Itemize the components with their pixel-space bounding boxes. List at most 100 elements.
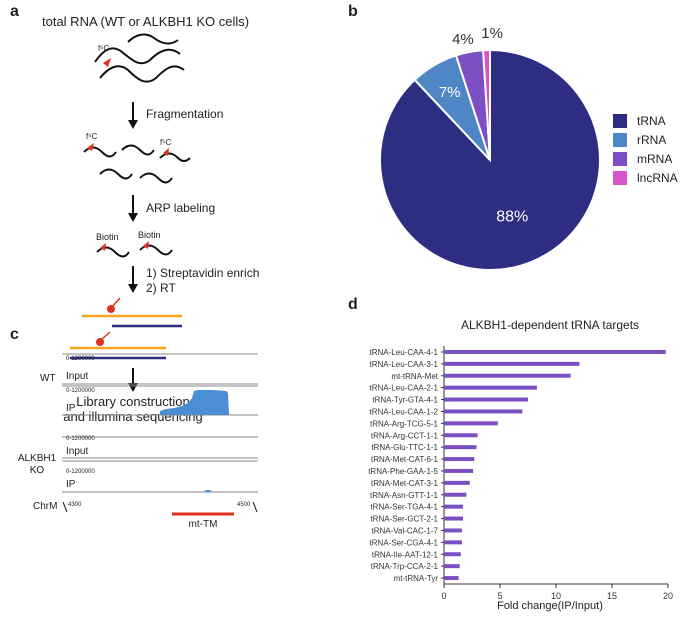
step-arp-labeling: ARP labeling: [146, 201, 216, 215]
bar-mt-trna-tyr: [444, 576, 459, 581]
biotin-bead-icon: [96, 338, 104, 346]
rna-fragment: [139, 172, 173, 184]
panel-b-label: b: [348, 3, 358, 20]
x-tick-label: 10: [551, 591, 561, 601]
category-label: tRNA-Met-CAT-3-1: [371, 479, 439, 488]
gene-label: mt-TM: [188, 519, 218, 530]
bar-trna-met-cat-6-1: [444, 457, 475, 462]
coord-end: 4500: [237, 502, 251, 508]
category-label: tRNA-Leu-CAA-2-1: [370, 384, 439, 393]
mod-label: f⁵C: [86, 132, 98, 141]
arrow-head-icon: [128, 284, 138, 293]
linker: [100, 331, 111, 341]
category-label: tRNA-Met-CAT-6-1: [371, 455, 439, 464]
category-label: tRNA-Phe-GAA-1-5: [368, 467, 438, 476]
legend-swatch-mrna: [613, 152, 627, 166]
chrom-label: ChrM: [33, 501, 58, 512]
wt-label: WT: [40, 373, 56, 384]
category-label: tRNA-Trp-CCA-2-1: [371, 562, 439, 571]
category-label: tRNA-Ser-GCT-2-1: [370, 515, 438, 524]
rna-fragment: [121, 144, 155, 156]
track-ip-label: IP: [66, 479, 76, 490]
rna-strand: [99, 65, 185, 83]
legend-swatch-lncrna: [613, 171, 627, 185]
arrow-head-icon: [128, 120, 138, 129]
legend-swatch-rrna: [613, 133, 627, 147]
ko-label-line1: ALKBH1: [17, 453, 57, 464]
bar-trna-phe-gaa-1-5: [444, 468, 474, 473]
track-ip-label: IP: [66, 403, 76, 414]
x-tick-label: 20: [663, 591, 673, 601]
bar-trna-trp-cca-2-1: [444, 564, 460, 569]
category-label: tRNA-Asn-GTT-1-1: [370, 491, 439, 500]
final-step-line1: Library construction: [76, 394, 190, 409]
step-rt: 2) RT: [146, 281, 176, 295]
bar-trna-tyr-gta-4-1: [444, 397, 528, 402]
bar-trna-leu-caa-4-1: [444, 349, 666, 354]
bar-trna-leu-caa-1-2: [444, 409, 523, 414]
pie-slice-lncrna: [482, 48, 491, 161]
legend-swatch-trna: [613, 114, 627, 128]
legend-label-mrna: mRNA: [637, 152, 673, 166]
bar-trna-leu-caa-2-1: [444, 385, 537, 390]
category-label: tRNA-Val-CAC-1-7: [371, 526, 438, 535]
mod-label: f⁵C: [98, 44, 110, 53]
category-label: tRNA-Leu-CAA-3-1: [370, 360, 439, 369]
bar-trna-met-cat-3-1: [444, 480, 470, 485]
bar-trna-asn-gtt-1-1: [444, 492, 467, 497]
biotin-label: Biotin: [138, 230, 161, 240]
panel-d-label: d: [348, 296, 358, 313]
bar-trna-ser-gct-2-1: [444, 516, 464, 521]
legend-label-rrna: rRNA: [637, 133, 667, 147]
track-input-label: Input: [66, 371, 89, 382]
range-label: 0-1200000: [66, 469, 95, 475]
pie-label-lncrna: 1%: [481, 25, 503, 42]
category-label: mt-tRNA-Tyr: [394, 574, 439, 583]
category-label: tRNA-Ser-CGA-4-1: [370, 538, 439, 547]
category-label: tRNA-Arg-TCG-5-1: [370, 419, 439, 428]
mod-label: f⁵C: [160, 138, 172, 147]
rna-strand: [94, 47, 181, 65]
bar-trna-val-cac-1-7: [444, 528, 462, 533]
bar-trna-ser-tga-4-1: [444, 504, 464, 509]
legend-label-trna: tRNA: [637, 114, 666, 128]
x-tick-label: 15: [607, 591, 617, 601]
pie-label-trna: 88%: [496, 208, 528, 225]
pie-label-mrna: 4%: [452, 31, 474, 48]
panel-a-title: total RNA (WT or ALKBH1 KO cells): [42, 14, 250, 29]
category-label: tRNA-Leu-CAA-1-2: [370, 407, 439, 416]
bar-chart-title: ALKBH1-dependent tRNA targets: [460, 318, 640, 332]
bar-trna-arg-tcg-5-1: [444, 421, 498, 426]
bar-trna-ser-cga-4-1: [444, 540, 462, 545]
bar-trna-ile-aat-12-1: [444, 552, 461, 557]
linker: [111, 297, 121, 308]
category-label: tRNA-Ser-TGA-4-1: [370, 503, 438, 512]
bar-chart-xlabel: Fold change(IP/Input): [497, 600, 603, 612]
pie-label-rrna: 7%: [439, 84, 461, 101]
ip-signal-peak: [160, 390, 229, 415]
bar-trna-arg-cct-1-1: [444, 433, 478, 438]
category-label: tRNA-Ile-AAT-12-1: [372, 550, 439, 559]
panel-a-label: a: [10, 3, 19, 20]
modification-marker: [100, 243, 106, 251]
arrow-head-icon: [128, 213, 138, 222]
ko-label-line2: KO: [29, 465, 45, 476]
range-label: 0-1200000: [66, 356, 95, 362]
category-label: tRNA-Tyr-GTA-4-1: [372, 396, 438, 405]
bar-trna-glu-ttc-1-1: [444, 445, 477, 450]
range-label: 0-1200000: [66, 436, 95, 442]
category-label: tRNA-Glu-TTC-1-1: [371, 443, 438, 452]
panel-c-label: c: [10, 326, 19, 343]
category-label: mt-tRNA-Met: [391, 372, 438, 381]
biotin-bead-icon: [107, 305, 115, 313]
range-label: 0-1200000: [66, 388, 95, 394]
category-label: tRNA-Arg-CCT-1-1: [371, 431, 439, 440]
step-streptavidin: 1) Streptavidin enrich: [146, 266, 260, 280]
modification-marker: [163, 148, 169, 156]
rna-strand: [127, 33, 179, 45]
category-label: tRNA-Leu-CAA-4-1: [370, 348, 439, 357]
modification-marker: [87, 143, 94, 151]
